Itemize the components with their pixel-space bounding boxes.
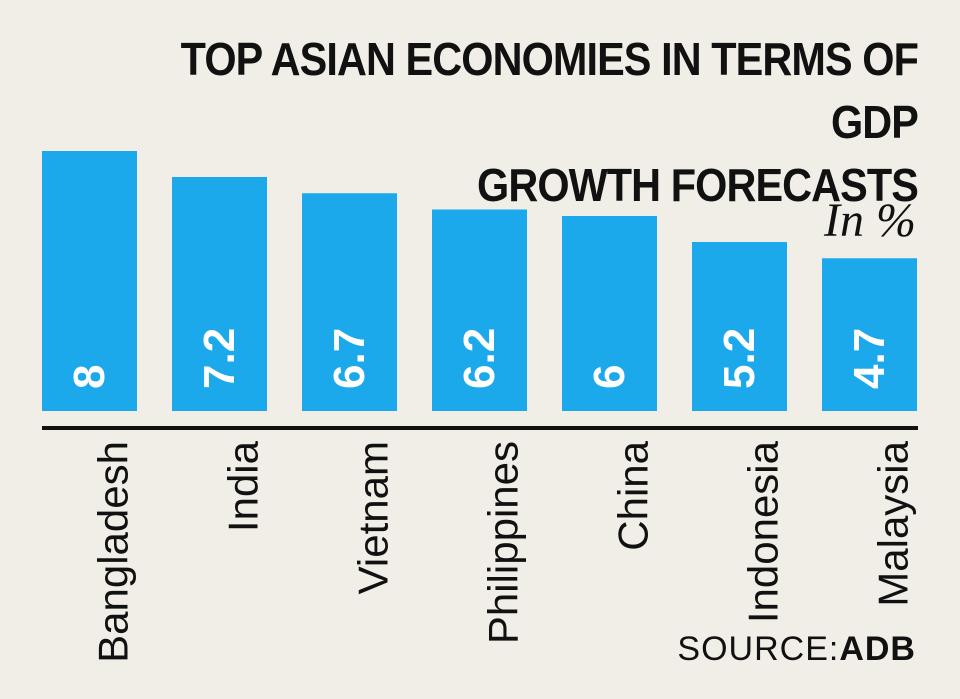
chart-title: TOP ASIAN ECONOMIES IN TERMS OF GDP GROW… <box>126 28 919 217</box>
data-label: 5.2 <box>715 328 764 389</box>
data-label: 6 <box>585 365 634 389</box>
category-label: Vietnam <box>350 441 397 594</box>
bar <box>42 151 137 411</box>
chart-title-line-2: GROWTH FORECASTS <box>477 159 919 211</box>
bar <box>432 209 527 411</box>
source-name: ADB <box>839 630 916 668</box>
data-label: 6.7 <box>325 328 374 389</box>
category-label: China <box>610 440 657 550</box>
category-label: Philippines <box>480 441 527 644</box>
data-label: 4.7 <box>845 328 894 389</box>
unit-label: In % <box>824 194 916 247</box>
data-label: 8 <box>65 365 114 389</box>
bar <box>692 242 787 411</box>
category-label: India <box>220 440 267 532</box>
data-label: 7.2 <box>195 328 244 389</box>
source-prefix: SOURCE: <box>677 630 840 668</box>
category-label: Bangladesh <box>90 441 137 663</box>
bar <box>302 193 397 411</box>
chart-title-line-1: TOP ASIAN ECONOMIES IN TERMS OF GDP <box>180 33 919 148</box>
data-label: 6.2 <box>455 328 504 389</box>
bar <box>822 258 917 411</box>
category-label: Indonesia <box>740 440 787 623</box>
source-credit: SOURCE:ADB <box>677 630 916 669</box>
category-label: Malaysia <box>870 440 917 606</box>
bar <box>562 216 657 411</box>
bar <box>172 177 267 411</box>
